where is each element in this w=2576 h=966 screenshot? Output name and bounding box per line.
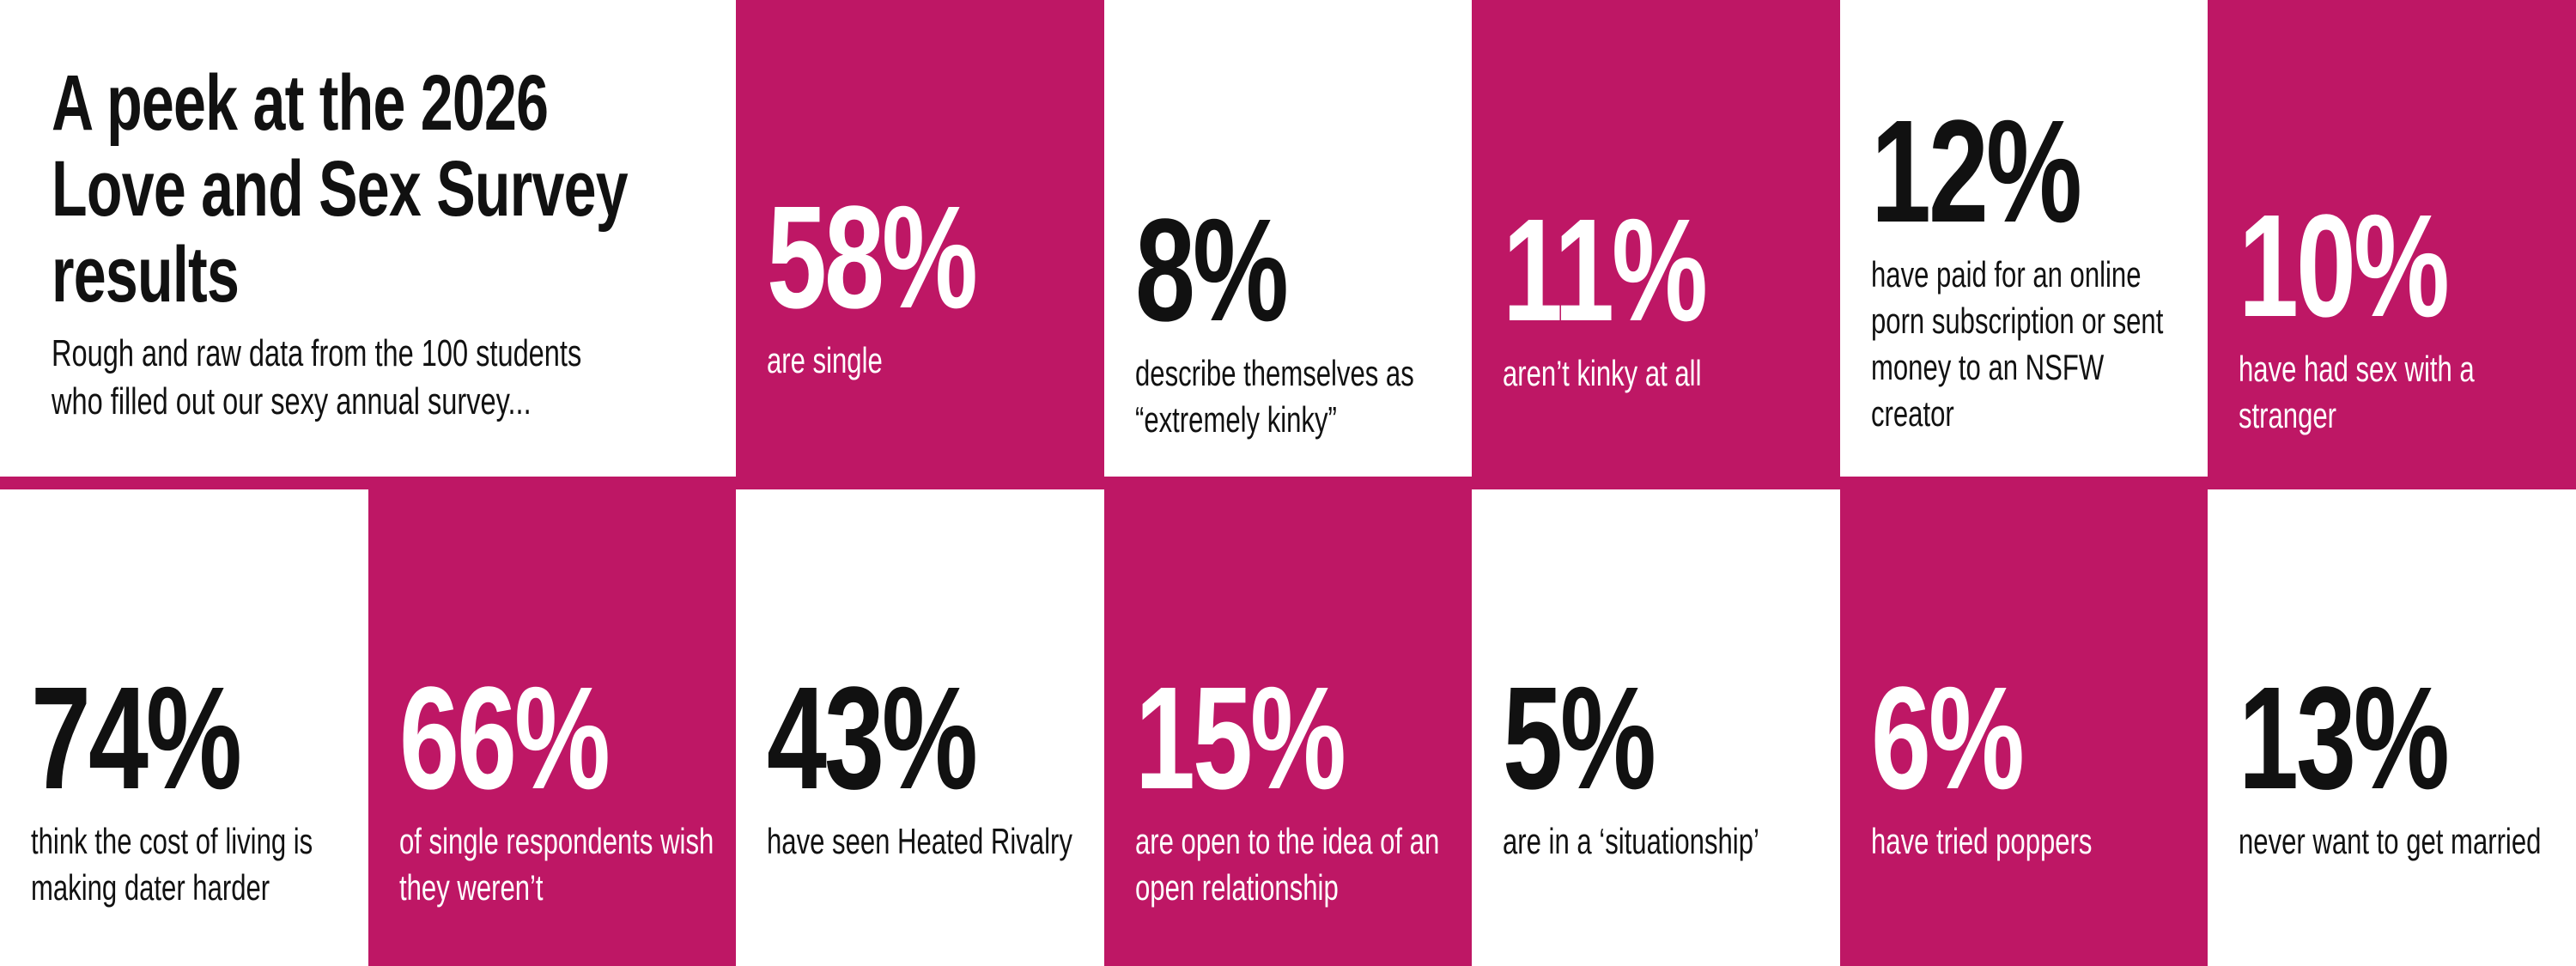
stat-block: 58% are single: [767, 176, 1084, 384]
stat-cell: 58% are single: [736, 0, 1104, 477]
stat-block: 66% of single respondents wish they weren…: [398, 657, 717, 911]
stat-cell: 74% think the cost of living is making da…: [0, 489, 368, 966]
stat-value: 6%: [1870, 657, 2025, 820]
stat-value: 10%: [2239, 185, 2450, 348]
stat-label: are in a ‘situationship’: [1503, 821, 1760, 861]
stat-label: are open to the idea of an open relation…: [1134, 821, 1439, 908]
stat-block: 43% have seen Heated Rivalry: [767, 657, 1084, 865]
stat-cell: 15% are open to the idea of an open relat…: [1103, 489, 1473, 966]
stat-block: 8% describe themselves as “extremely kink…: [1134, 189, 1453, 443]
title: A peek at the 2026 Love and Sex Survey r…: [52, 59, 629, 319]
stat-cell: 13% never want to get married: [2208, 489, 2576, 966]
stat-value: 43%: [767, 657, 978, 820]
stat-block: 11% aren’t kinky at all: [1503, 189, 1820, 397]
stat-block: 10% have had sex with a stranger: [2239, 185, 2556, 439]
stat-block: 15% are open to the idea of an open relat…: [1134, 657, 1453, 911]
stat-label: never want to get married: [2239, 821, 2542, 861]
stat-cell: 5% are in a ‘situationship’: [1472, 489, 1840, 966]
stat-block: 5% are in a ‘situationship’: [1503, 657, 1820, 865]
title-block: A peek at the 2026 Love and Sex Survey r…: [52, 60, 661, 426]
stat-value: 8%: [1134, 189, 1289, 352]
stat-cell: 66% of single respondents wish they weren…: [368, 489, 737, 966]
stat-cell: 12% have paid for an online porn subscrip…: [1839, 0, 2208, 477]
stat-label: aren’t kinky at all: [1503, 353, 1702, 393]
stat-label: are single: [767, 340, 883, 380]
subtitle: Rough and raw data from the 100 students…: [52, 332, 582, 422]
stat-value: 5%: [1503, 657, 1656, 820]
stat-value: 15%: [1134, 657, 1346, 820]
stat-label: of single respondents wish they weren’t: [398, 821, 714, 908]
stat-label: have had sex with a stranger: [2239, 349, 2476, 435]
stat-cell: 6% have tried poppers: [1839, 489, 2208, 966]
stat-value: 11%: [1503, 189, 1708, 352]
stat-block: 13% never want to get married: [2239, 657, 2556, 865]
stat-label: have paid for an online porn subscriptio…: [1870, 254, 2164, 434]
stat-cell: 11% aren’t kinky at all: [1472, 0, 1840, 477]
stat-value: 66%: [398, 657, 611, 820]
stat-cell: 10% have had sex with a stranger: [2208, 0, 2576, 477]
stat-block: 74% think the cost of living is making da…: [31, 657, 349, 911]
stat-value: 58%: [767, 176, 978, 339]
stat-value: 74%: [31, 657, 242, 820]
stat-value: 13%: [2239, 657, 2450, 820]
stat-label: think the cost of living is making dater…: [31, 821, 313, 908]
stat-cell: 43% have seen Heated Rivalry: [736, 489, 1104, 966]
stat-label: have seen Heated Rivalry: [767, 821, 1073, 861]
stat-cell: 8% describe themselves as “extremely kink…: [1103, 0, 1473, 477]
stat-label: describe themselves as “extremely kinky”: [1134, 353, 1414, 440]
stat-block: 6% have tried poppers: [1870, 657, 2189, 865]
title-cell: A peek at the 2026 Love and Sex Survey r…: [0, 0, 736, 477]
stat-value: 12%: [1870, 90, 2082, 253]
stat-block: 12% have paid for an online porn subscrip…: [1870, 90, 2189, 437]
stat-label: have tried poppers: [1870, 821, 2093, 861]
